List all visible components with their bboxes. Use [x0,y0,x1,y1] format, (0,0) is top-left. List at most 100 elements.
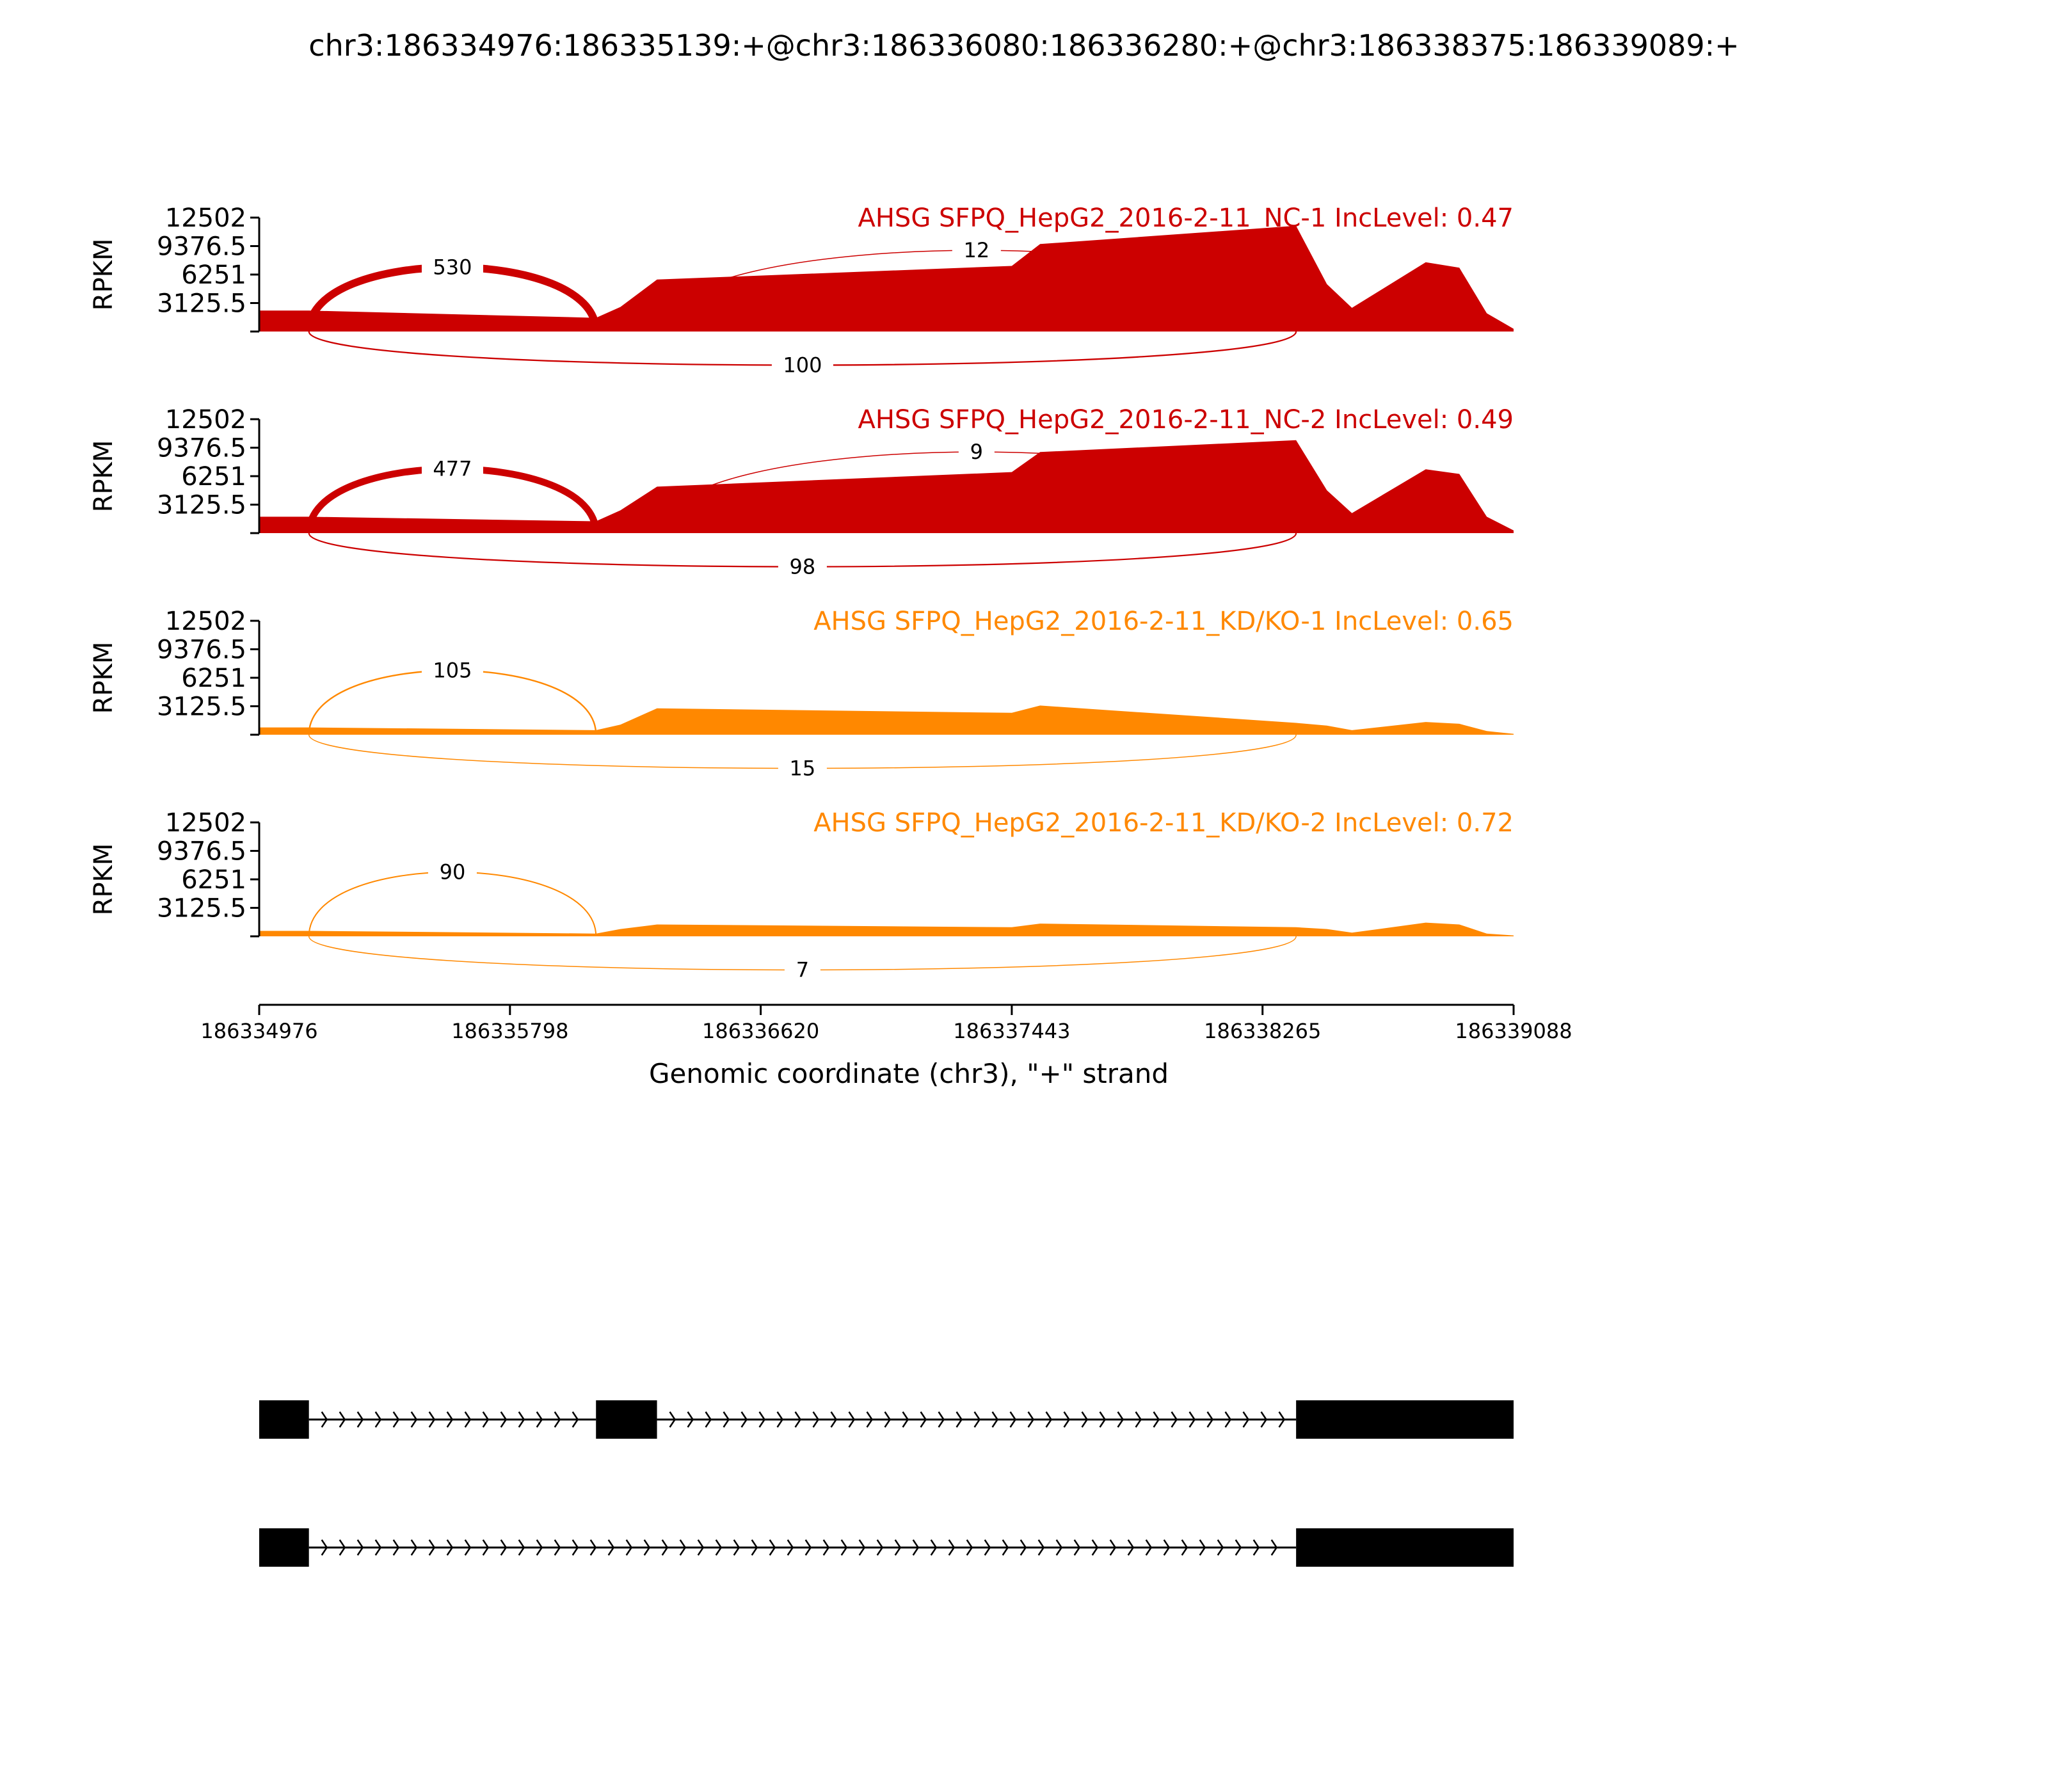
strand-arrow [356,1539,364,1556]
junction-count-label: 98 [790,555,816,579]
junction-label-bg [421,254,483,280]
strand-arrow [536,1411,543,1428]
strand-arrow [1109,1539,1117,1556]
strand-arrow [1278,1411,1286,1428]
chart-title: chr3:186334976:186335139:+@chr3:18633608… [308,28,1740,63]
x-tick-label: 186339088 [1455,1019,1572,1043]
strand-arrow [482,1539,490,1556]
strand-arrow [822,1539,830,1556]
strand-arrow [973,1411,981,1428]
strand-arrow [1163,1539,1171,1556]
strand-arrow [794,1411,802,1428]
strand-arrow [572,1411,579,1428]
strand-arrow [938,1411,945,1428]
strand-arrow [679,1539,687,1556]
junction-count-label: 90 [440,860,466,884]
strand-arrow [518,1411,525,1428]
isoform-2 [259,1528,1514,1567]
strand-arrow [1091,1539,1099,1556]
exon-block [1296,1400,1514,1439]
junction-label-bg [771,352,833,378]
y-axis-label: RPKM [89,239,118,311]
strand-arrow [410,1411,418,1428]
track-label: AHSG SFPQ_HepG2_2016-2-11_KD/KO-1 IncLev… [813,607,1514,636]
track-label: AHSG SFPQ_HepG2_2016-2-11_KD/KO-2 IncLev… [813,808,1514,838]
y-tick-label: 12502 [165,607,246,636]
strand-arrow [428,1539,436,1556]
x-tick-label: 186338265 [1204,1019,1321,1043]
strand-arrow [1260,1411,1268,1428]
strand-arrow [912,1539,920,1556]
strand-arrow [1073,1539,1081,1556]
strand-arrow [687,1411,694,1428]
strand-arrow [1145,1539,1153,1556]
strand-arrow [428,1411,436,1428]
x-tick-label: 186335798 [451,1019,568,1043]
junction-label-bg [958,439,995,465]
strand-arrow [356,1411,364,1428]
strand-arrow [500,1411,508,1428]
strand-arrow [1171,1411,1178,1428]
strand-arrow [848,1411,856,1428]
strand-arrow [740,1411,748,1428]
strand-arrow [607,1539,615,1556]
strand-arrow [1020,1539,1027,1556]
y-tick-label: 12502 [165,405,246,435]
strand-arrow [554,1539,561,1556]
y-axis-label: RPKM [89,440,118,513]
strand-arrow [464,1411,472,1428]
strand-arrow [1037,1539,1045,1556]
strand-arrow [554,1411,561,1428]
strand-arrow [930,1539,938,1556]
strand-arrow [392,1539,400,1556]
strand-arrow [991,1411,999,1428]
junction-count-label: 530 [433,255,472,280]
y-tick-label: 3125.5 [157,289,246,319]
strand-arrow [956,1411,963,1428]
strand-arrow [876,1539,884,1556]
x-tick-label: 186337443 [953,1019,1070,1043]
track-label: AHSG SFPQ_HepG2_2016-2-11_NC-1 IncLevel:… [858,204,1514,233]
strand-arrow [715,1539,723,1556]
strand-arrow [1117,1411,1124,1428]
strand-arrow [948,1539,956,1556]
strand-arrow [482,1411,490,1428]
junction-count-label: 15 [790,756,816,781]
strand-arrow [1127,1539,1135,1556]
junction-count-label: 12 [963,238,989,262]
strand-arrow [339,1411,346,1428]
strand-arrow [1002,1539,1009,1556]
strand-arrow [669,1411,676,1428]
strand-arrow [769,1539,776,1556]
strand-arrow [392,1411,400,1428]
y-tick-label: 9376.5 [157,837,246,867]
strand-arrow [1188,1411,1196,1428]
strand-arrow [410,1539,418,1556]
strand-arrow [758,1411,766,1428]
x-axis-label: Genomic coordinate (chr3), "+" strand [649,1058,1169,1089]
strand-arrow [697,1539,705,1556]
isoform-1 [259,1400,1514,1439]
strand-arrow [866,1411,874,1428]
strand-arrow [840,1539,848,1556]
x-tick-label: 186336620 [702,1019,819,1043]
strand-arrow [787,1539,794,1556]
x-tick-label: 186334976 [200,1019,317,1043]
y-tick-label: 6251 [181,865,246,895]
junction-label-bg [952,237,1001,264]
strand-arrow [984,1539,991,1556]
strand-arrow [1252,1539,1260,1556]
strand-arrow [536,1539,543,1556]
strand-arrow [751,1539,758,1556]
strand-arrow [1081,1411,1089,1428]
strand-arrow [339,1539,346,1556]
y-tick-label: 3125.5 [157,491,246,520]
strand-arrow [830,1411,838,1428]
strand-arrow [374,1411,382,1428]
coverage-area [259,705,1514,735]
strand-arrow [1270,1539,1278,1556]
junction-label-bg [784,957,820,983]
